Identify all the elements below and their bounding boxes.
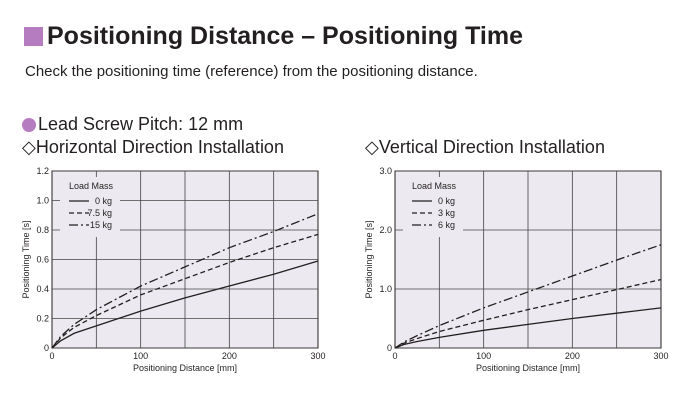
pitch-label: Lead Screw Pitch: 12 mm [38, 114, 244, 134]
circle-bullet-icon [22, 117, 36, 132]
legend-label: 15 kg [90, 220, 112, 230]
y-tick-label: 0 [387, 343, 392, 353]
y-axis-label: Positioning Time [s] [21, 220, 31, 298]
chart-title-vertical: ◇Vertical Direction Installation [365, 137, 605, 157]
legend-background [403, 177, 463, 237]
x-axis-label: Positioning Distance [mm] [133, 363, 237, 373]
legend-label: 6 kg [438, 220, 455, 230]
legend-label: 7.5 kg [87, 208, 112, 218]
chart-title-horizontal: ◇Horizontal Direction Installation [22, 137, 284, 157]
y-tick-label: 0.6 [36, 255, 49, 265]
legend-label: 0 kg [438, 196, 455, 206]
x-tick-label: 100 [476, 351, 491, 361]
square-bullet-icon [24, 27, 43, 46]
title-text: Positioning Distance – Positioning Time [47, 22, 523, 50]
legend-label: 0 kg [95, 196, 112, 206]
y-tick-label: 3.0 [379, 166, 392, 176]
y-tick-label: 1.0 [379, 284, 392, 294]
y-tick-label: 0 [44, 343, 49, 353]
series-line-75kg [51, 233, 319, 349]
x-axis-label: Positioning Distance [mm] [476, 363, 580, 373]
x-tick-label: 200 [565, 351, 580, 361]
x-tick-label: 0 [49, 351, 54, 361]
series-line-0kg [394, 307, 662, 349]
pitch-heading: Lead Screw Pitch: 12 mm [22, 114, 243, 135]
x-tick-label: 300 [653, 351, 668, 361]
page-title: Positioning Distance – Positioning Time [24, 22, 523, 51]
y-tick-label: 0.2 [36, 314, 49, 324]
legend-label: 3 kg [438, 208, 455, 218]
series-line-6kg [394, 244, 662, 349]
legend-title: Load Mass [69, 181, 114, 191]
description: Check the positioning time (reference) f… [25, 63, 478, 80]
x-tick-label: 200 [222, 351, 237, 361]
y-tick-label: 0.8 [36, 225, 49, 235]
y-tick-label: 0.4 [36, 284, 49, 294]
y-tick-label: 1.2 [36, 166, 49, 176]
legend-background [60, 177, 120, 237]
y-tick-label: 1.0 [36, 196, 49, 206]
x-tick-label: 100 [133, 351, 148, 361]
x-tick-label: 0 [392, 351, 397, 361]
x-tick-label: 300 [310, 351, 325, 361]
y-tick-label: 2.0 [379, 225, 392, 235]
y-axis-label: Positioning Time [s] [364, 220, 374, 298]
series-line-0kg [51, 260, 319, 349]
legend-title: Load Mass [412, 181, 457, 191]
series-line-15kg [51, 213, 319, 349]
